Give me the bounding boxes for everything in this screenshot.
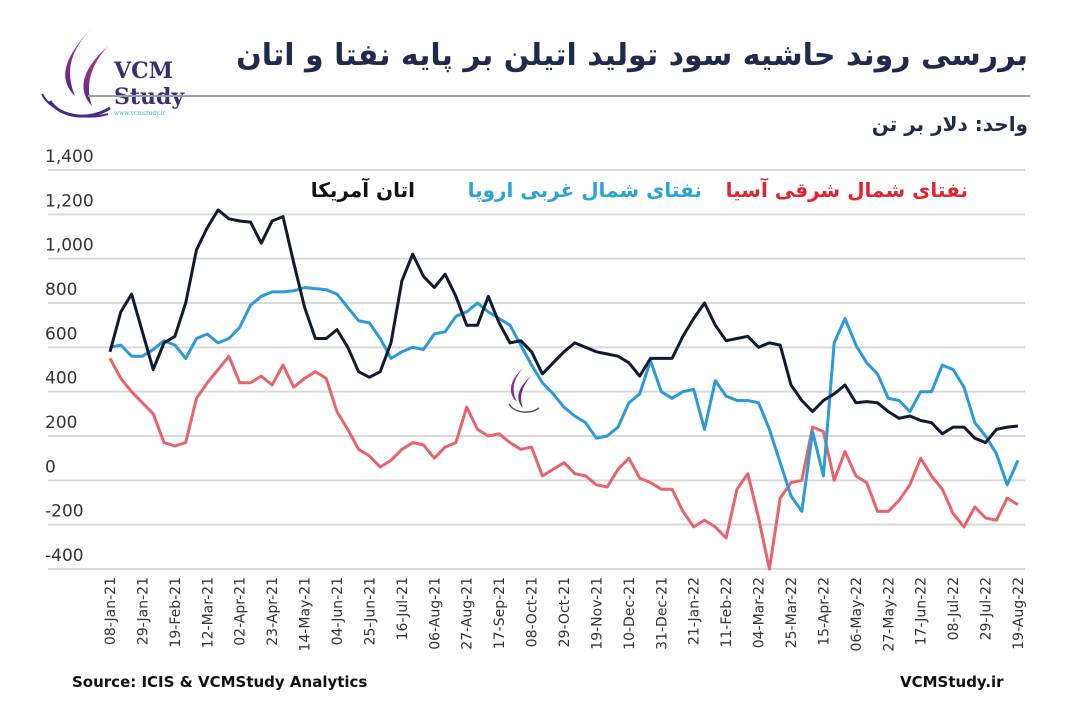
x-tick-label: 29-Jul-22 bbox=[979, 577, 995, 640]
x-tick-label: 17-Jun-22 bbox=[914, 577, 930, 645]
y-tick-label: 400 bbox=[45, 369, 77, 389]
x-tick-label: 06-May-22 bbox=[849, 577, 865, 651]
y-tick-label: 800 bbox=[45, 280, 77, 300]
logo-text: VCM Study bbox=[114, 58, 185, 110]
x-tick-label: 15-Apr-22 bbox=[816, 577, 832, 646]
x-tick-label: 04-Jun-21 bbox=[330, 577, 346, 645]
y-tick-label: 1,400 bbox=[45, 147, 94, 167]
x-tick-label: 19-Nov-21 bbox=[589, 577, 605, 650]
y-tick-label: 1,000 bbox=[45, 236, 94, 256]
x-tick-label: 11-Feb-22 bbox=[719, 577, 735, 648]
x-tick-label: 25-Jun-21 bbox=[362, 577, 378, 645]
series-line-0 bbox=[108, 354, 1019, 571]
x-tick-label: 02-Apr-21 bbox=[233, 577, 249, 646]
x-tick-label: 25-Mar-22 bbox=[784, 577, 800, 648]
x-tick-label: 21-Jan-22 bbox=[687, 577, 703, 645]
x-tick-label: 17-Sep-21 bbox=[492, 577, 508, 649]
vcmstudy-logo: VCM Study www.vcmstudy.ir bbox=[30, 26, 184, 126]
legend-us-ethane: اتان آمریکا bbox=[310, 178, 415, 202]
x-tick-label: 08-Jul-22 bbox=[946, 577, 962, 640]
series-line-1 bbox=[109, 286, 1020, 513]
x-tick-label: 27-Aug-21 bbox=[460, 577, 476, 650]
x-tick-label: 27-May-22 bbox=[881, 577, 897, 651]
x-tick-label: 12-Mar-21 bbox=[200, 577, 216, 648]
y-tick-label: 200 bbox=[45, 413, 77, 433]
x-tick-label: 19-Aug-22 bbox=[1011, 577, 1027, 650]
x-tick-label: 10-Dec-21 bbox=[622, 577, 638, 650]
title-divider bbox=[88, 95, 1030, 97]
y-tick-label: 1,200 bbox=[45, 191, 94, 211]
x-tick-label: 29-Jan-21 bbox=[135, 577, 151, 645]
x-tick-label: 16-Jul-21 bbox=[395, 577, 411, 640]
x-tick-label: 29-Oct-21 bbox=[557, 577, 573, 647]
x-tick-label: 31-Dec-21 bbox=[654, 577, 670, 650]
unit-label: واحد: دلار بر تن bbox=[871, 112, 1028, 136]
source-note: Source: ICIS & VCMStudy Analytics bbox=[72, 673, 368, 691]
x-tick-label: 08-Oct-21 bbox=[525, 577, 541, 647]
x-tick-label: 14-May-21 bbox=[298, 577, 314, 651]
logo-url: www.vcmstudy.ir bbox=[114, 110, 166, 117]
y-tick-label: -400 bbox=[45, 546, 84, 566]
legend-europe-naphtha: نفتای شمال غربی اروپا bbox=[467, 178, 702, 202]
series-line-2 bbox=[108, 208, 1019, 445]
page-title: بررسی روند حاشیه سود تولید اتیلن بر پایه… bbox=[236, 38, 1029, 73]
y-tick-label: 0 bbox=[45, 457, 56, 477]
y-tick-label: 600 bbox=[45, 324, 77, 344]
watermark-flame-icon bbox=[508, 368, 540, 413]
site-url: VCMStudy.ir bbox=[900, 673, 1004, 691]
x-tick-label: 04-Mar-22 bbox=[752, 577, 768, 648]
x-tick-label: 06-Aug-21 bbox=[427, 577, 443, 650]
y-tick-label: -200 bbox=[45, 502, 84, 522]
flame-logo-icon bbox=[41, 28, 111, 118]
x-tick-label: 08-Jan-21 bbox=[103, 577, 119, 645]
legend-asia-naphtha: نفتای شمال شرقی آسیا bbox=[725, 178, 968, 202]
x-tick-label: 19-Feb-21 bbox=[168, 577, 184, 648]
x-tick-label: 23-Apr-21 bbox=[265, 577, 281, 646]
